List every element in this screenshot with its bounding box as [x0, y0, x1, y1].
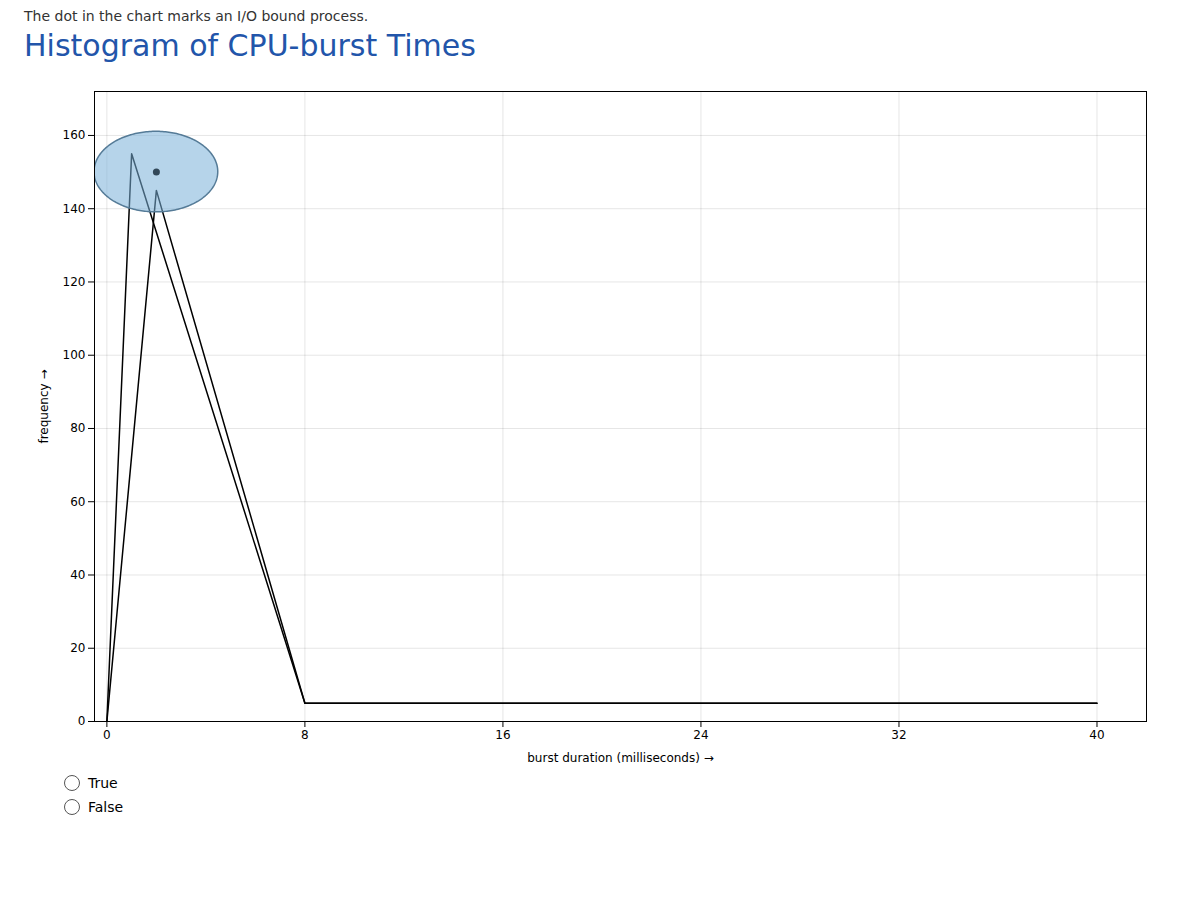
svg-text:0: 0 — [78, 714, 86, 728]
html-text:False: False — [88, 799, 124, 815]
html-text:The dot in the chart marks an: The dot in the chart marks an I/O bound … — [24, 8, 369, 24]
svg-text:100: 100 — [63, 348, 86, 362]
svg-text:40: 40 — [70, 568, 85, 582]
svg-text:20: 20 — [70, 641, 85, 655]
svg-text:16: 16 — [495, 728, 510, 742]
svg-text:40: 40 — [1089, 728, 1104, 742]
svg-text:140: 140 — [63, 202, 86, 216]
svg-text:frequency →: frequency → — [37, 369, 51, 443]
svg-text:60: 60 — [70, 495, 85, 509]
svg-text:120: 120 — [63, 275, 86, 289]
html-text:Histogram of CPU-burst Times: Histogram of CPU-burst Times — [24, 28, 476, 63]
svg-text:0: 0 — [103, 728, 111, 742]
svg-text:80: 80 — [70, 421, 85, 435]
svg-text:8: 8 — [301, 728, 309, 742]
svg-text:32: 32 — [891, 728, 906, 742]
html-text:True: True — [88, 775, 118, 791]
svg-text:burst duration (milliseconds): burst duration (milliseconds) → — [527, 751, 714, 765]
svg-text:24: 24 — [693, 728, 708, 742]
svg-text:160: 160 — [63, 128, 86, 142]
